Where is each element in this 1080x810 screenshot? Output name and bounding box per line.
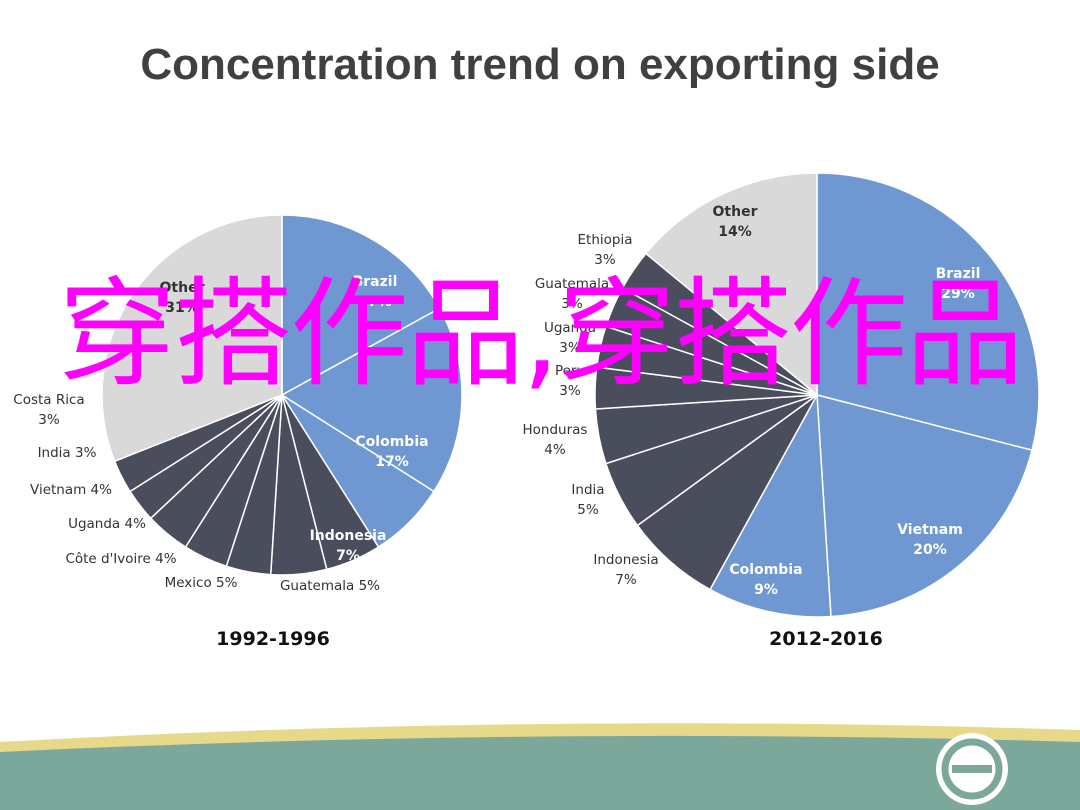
slice-label-uganda: Uganda 4% [68,516,146,532]
slice-label-india: India 3% [38,445,97,461]
slice-label-uganda: Uganda 3% [544,320,596,356]
slice-label-brazil: Brazil 17% [353,274,398,310]
footer-green-band [0,735,1080,810]
slice-label-vietnam: Vietnam 20% [897,522,963,558]
slice-label-costa-rica: Costa Rica 3% [13,392,84,428]
slice-label-vietnam: Vietnam 4% [30,482,112,498]
pie-slice-other [101,214,283,463]
pie-slice-brazil [816,172,1040,452]
slice-label-indonesia: Indonesia 7% [593,552,658,588]
pie-charts: Brazil 17% Colombia 17% Indonesia 7% Guatemala… [13,172,1040,650]
slice-label-india: India 5% [571,482,604,518]
pie-slice-colombia [280,307,463,493]
slice-label-colombia: Colombia 9% [729,562,802,598]
slice-label-colombia: Colombia 17% [355,434,428,470]
pie-slice-brazil [281,214,441,397]
pie-slice-colombia [709,392,832,618]
slice-label-c-te-d-ivoire: Côte d'Ivoire 4% [65,551,176,567]
slice-label-peru: Peru 3% [555,363,585,399]
slice-label-ethiopia: Ethiopia 3% [578,232,633,268]
slice-label-brazil: Brazil 29% [936,266,981,302]
chart-caption: 2012-2016 [769,628,883,650]
slice-label-other: Other 14% [713,204,758,240]
slice-label-guatemala: Guatemala 3% [535,276,609,312]
chart-caption: 1992-1996 [216,628,330,650]
slice-label-mexico: Mexico 5% [165,575,238,591]
slice-label-guatemala: Guatemala 5% [280,578,380,594]
pie-slice-vietnam [816,394,1033,618]
pie-slice-other [644,172,818,397]
logo-icon [936,733,1008,805]
slice-label-honduras: Honduras 4% [523,422,588,458]
slice-label-other: Other 31% [160,280,205,316]
slice-label-indonesia: Indonesia 7% [310,528,387,564]
slide-title: Concentration trend on exporting side [140,40,940,89]
footer-yellow-stripe [0,723,1080,756]
